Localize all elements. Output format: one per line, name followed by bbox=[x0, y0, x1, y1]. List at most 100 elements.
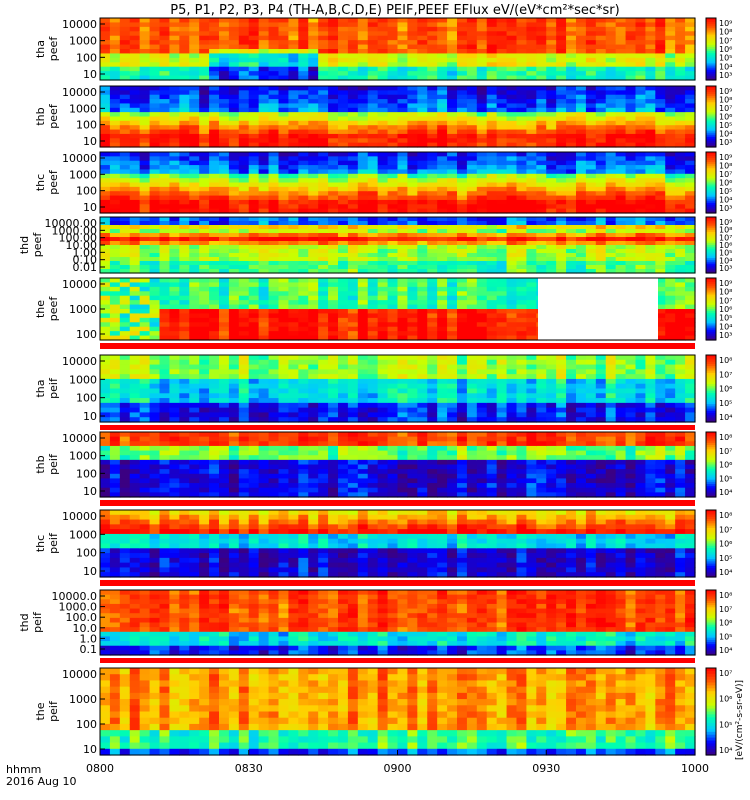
heatmap-cell bbox=[149, 103, 161, 109]
heatmap-cell bbox=[437, 241, 448, 246]
heatmap-cell bbox=[566, 103, 577, 109]
heatmap-cell bbox=[496, 35, 508, 41]
heatmap-cell bbox=[437, 90, 448, 96]
colorbar-segment bbox=[706, 34, 716, 38]
heatmap-cell bbox=[427, 191, 438, 197]
heatmap-cell bbox=[129, 393, 141, 399]
heatmap-cell bbox=[407, 253, 418, 258]
heatmap-cell bbox=[119, 364, 131, 370]
heatmap-cell bbox=[347, 398, 359, 404]
heatmap-cell bbox=[338, 304, 349, 310]
heatmap-cell bbox=[248, 75, 260, 81]
heatmap-cell bbox=[347, 412, 359, 418]
heatmap-cell bbox=[109, 165, 121, 171]
heatmap-cell bbox=[486, 286, 498, 292]
heatmap-cell bbox=[387, 107, 399, 113]
heatmap-cell bbox=[526, 295, 537, 301]
heatmap-cell bbox=[347, 369, 359, 375]
heatmap-cell bbox=[655, 62, 666, 68]
heatmap-cell bbox=[645, 221, 656, 226]
heatmap-cell bbox=[109, 86, 121, 91]
heatmap-cell bbox=[665, 186, 676, 192]
heatmap-cell bbox=[665, 152, 676, 157]
heatmap-cell bbox=[308, 116, 319, 122]
heatmap-cell bbox=[209, 53, 220, 59]
heatmap-cell bbox=[100, 217, 111, 222]
heatmap-cell bbox=[516, 335, 528, 341]
heatmap-cell bbox=[338, 86, 349, 91]
heatmap-cell bbox=[427, 62, 438, 68]
heatmap-cell bbox=[685, 291, 696, 297]
heatmap-cell bbox=[100, 237, 111, 242]
heatmap-cell bbox=[139, 112, 151, 118]
heatmap-cell bbox=[228, 229, 240, 234]
heatmap-cell bbox=[595, 18, 607, 24]
heatmap-cell bbox=[129, 359, 141, 366]
heatmap-cell bbox=[466, 49, 478, 55]
heatmap-cell bbox=[655, 304, 666, 310]
heatmap-cell bbox=[367, 291, 379, 297]
heatmap-cell bbox=[248, 49, 260, 55]
heatmap-cell bbox=[397, 331, 409, 337]
heatmap-cell bbox=[357, 407, 369, 414]
heatmap-cell bbox=[357, 309, 369, 315]
heatmap-cell bbox=[665, 49, 676, 55]
heatmap-cell bbox=[685, 313, 696, 319]
heatmap-cell bbox=[387, 204, 399, 210]
heatmap-cell bbox=[228, 107, 240, 113]
heatmap-cell bbox=[328, 94, 339, 100]
heatmap-cell bbox=[685, 241, 696, 246]
heatmap-cell bbox=[298, 265, 309, 270]
heatmap-cell bbox=[159, 116, 171, 122]
heatmap-cell bbox=[159, 237, 171, 242]
heatmap-cell bbox=[119, 44, 131, 50]
colorbar-segment bbox=[706, 200, 716, 204]
heatmap-cell bbox=[298, 103, 309, 109]
colorbar-segment bbox=[706, 317, 716, 320]
heatmap-cell bbox=[288, 75, 299, 81]
heatmap-cell bbox=[377, 309, 389, 315]
heatmap-cell bbox=[447, 138, 458, 144]
heatmap-cell bbox=[595, 35, 607, 41]
heatmap-cell bbox=[377, 94, 389, 100]
heatmap-cell bbox=[238, 300, 250, 306]
heatmap-cell bbox=[169, 191, 180, 197]
heatmap-cell bbox=[248, 253, 260, 258]
heatmap-cell bbox=[189, 18, 200, 24]
heatmap-cell bbox=[635, 112, 647, 118]
heatmap-cell bbox=[407, 31, 418, 37]
colorbar-segment bbox=[706, 248, 716, 252]
heatmap-cell bbox=[169, 182, 180, 188]
heatmap-cell bbox=[219, 291, 230, 297]
heatmap-cell bbox=[189, 233, 200, 238]
heatmap-cell bbox=[556, 138, 567, 144]
heatmap-cell bbox=[189, 286, 200, 292]
heatmap-cell bbox=[536, 173, 547, 179]
heatmap-cell bbox=[347, 261, 359, 266]
heatmap-cell bbox=[437, 107, 448, 113]
heatmap-cell bbox=[209, 241, 220, 246]
heatmap-cell bbox=[288, 286, 299, 292]
heatmap-cell bbox=[437, 407, 448, 414]
heatmap-cell bbox=[199, 40, 210, 46]
heatmap-cell bbox=[248, 107, 260, 113]
heatmap-cell bbox=[615, 253, 627, 258]
colorbar-frame bbox=[705, 277, 717, 341]
heatmap-cell bbox=[466, 191, 478, 197]
heatmap-cell bbox=[258, 186, 270, 192]
heatmap-cell bbox=[476, 309, 488, 315]
heatmap-cell bbox=[308, 355, 319, 361]
heatmap-cell bbox=[685, 178, 696, 184]
heatmap-cell bbox=[169, 208, 180, 214]
heatmap-cell bbox=[209, 204, 220, 210]
heatmap-cell bbox=[169, 412, 180, 418]
colorbar-segment bbox=[706, 124, 716, 128]
heatmap-cell bbox=[466, 291, 478, 297]
heatmap-cell bbox=[179, 331, 190, 337]
heatmap-cell bbox=[318, 233, 329, 238]
heatmap-cell bbox=[496, 178, 508, 184]
heatmap-cell bbox=[387, 116, 399, 122]
heatmap-cell bbox=[189, 245, 200, 250]
heatmap-cell bbox=[605, 142, 617, 148]
